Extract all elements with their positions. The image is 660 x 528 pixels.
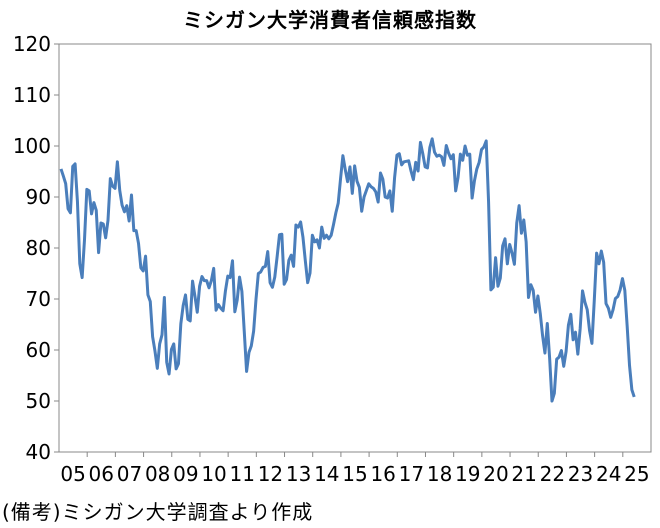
y-tick-label: 120 [13,32,51,56]
y-tick-label: 40 [26,440,51,464]
x-tick-label: 24 [596,462,621,486]
x-tick-label: 06 [89,462,114,486]
x-tick-label: 09 [173,462,198,486]
y-axis: 120 110 100 90 80 70 60 50 40 [13,32,59,464]
y-tick-label: 60 [26,338,51,362]
x-tick-label: 19 [455,462,480,486]
x-tick-label: 14 [314,462,339,486]
y-tick-label: 110 [13,83,51,107]
y-tick-label: 90 [26,185,51,209]
x-tick-label: 15 [342,462,367,486]
x-tick-label: 08 [145,462,170,486]
source-note: (備考)ミシガン大学調査より作成 [2,500,314,524]
x-tick-label: 11 [230,462,255,486]
y-tick-label: 100 [13,134,51,158]
x-tick-label: 16 [370,462,395,486]
x-tick-label: 20 [483,462,508,486]
x-tick-label: 25 [624,462,649,486]
x-tick-label: 18 [427,462,452,486]
x-tick-label: 10 [201,462,226,486]
x-tick-label: 22 [540,462,565,486]
series-layer [59,137,636,403]
y-tick-label: 80 [26,236,51,260]
x-tick-label: 23 [568,462,593,486]
x-tick-label: 07 [117,462,142,486]
y-tick-label: 50 [26,389,51,413]
x-tick-label: 17 [399,462,424,486]
x-tick-label: 21 [511,462,536,486]
plot-area [58,43,652,453]
series-line [59,137,636,403]
x-tick-label: 12 [258,462,283,486]
x-tick-label: 05 [60,462,85,486]
x-tick-label: 13 [286,462,311,486]
x-axis: 05 06 07 08 09 10 11 12 13 14 15 16 17 18 19 20 21 22 23 24… [60,452,650,486]
y-tick-label: 70 [26,287,51,311]
chart-title: ミシガン大学消費者信頼感指数 [183,8,477,32]
